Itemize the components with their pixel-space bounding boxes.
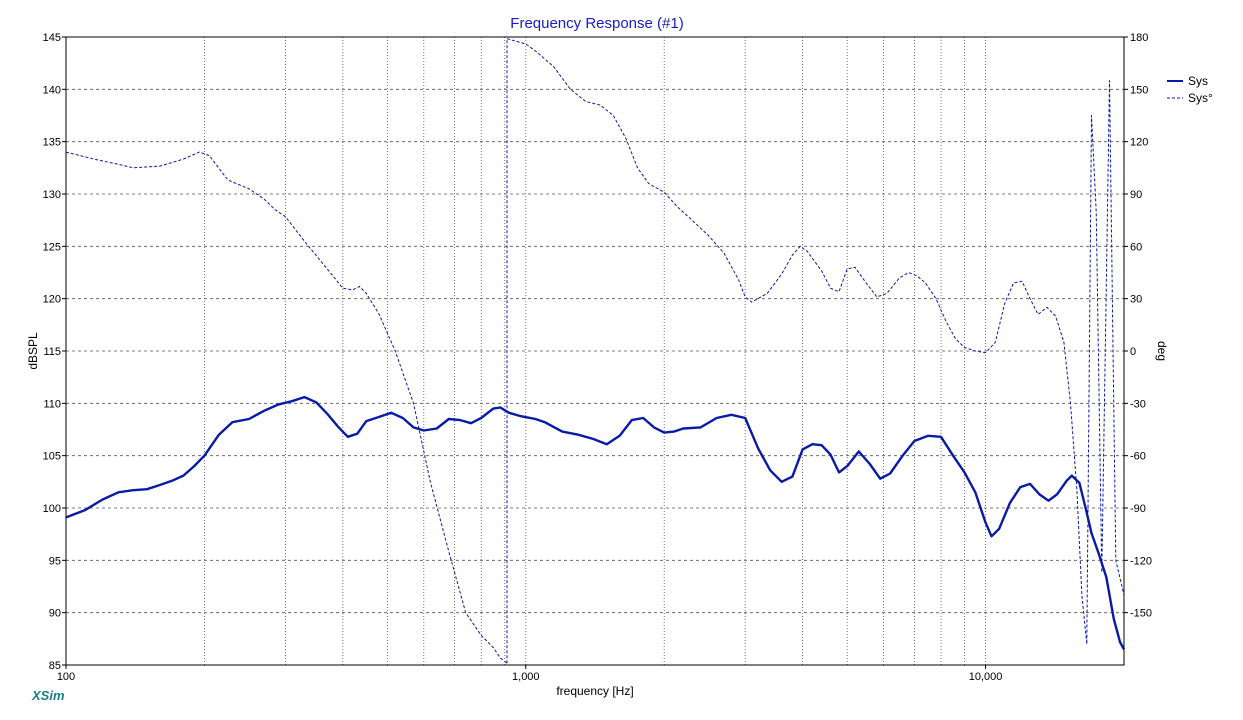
y2-tick-label: 30 <box>1130 294 1142 306</box>
y2-tick-label: -30 <box>1130 398 1146 410</box>
xsim-logo: XSim <box>31 688 65 703</box>
y-tick-label: 140 <box>43 84 61 96</box>
y2-tick-label: 150 <box>1130 84 1148 96</box>
y2-axis-label: deg <box>1155 341 1169 361</box>
series-line-sys-spl <box>65 395 1126 650</box>
x-tick-label: 100 <box>57 671 75 683</box>
axis-layer: 85 90 95 100 105 110 115 120 125 130 135 140 145 -150… <box>43 32 1152 683</box>
series-line-sys-phase <box>506 38 1125 645</box>
y-tick-label: 105 <box>43 451 61 463</box>
y2-tick-label: 90 <box>1130 189 1142 201</box>
y2-tick-label: 60 <box>1130 241 1142 253</box>
y2-tick-label: -120 <box>1130 555 1152 567</box>
y2-tick-label: 180 <box>1130 32 1148 44</box>
x-tick-label: 10,000 <box>969 671 1003 683</box>
series-layer <box>65 38 1126 664</box>
y-tick-label: 110 <box>43 398 61 410</box>
y2-tick-label: 120 <box>1130 137 1148 149</box>
y2-tick-label: 0 <box>1130 346 1136 358</box>
y-tick-label: 115 <box>43 346 61 358</box>
legend: Sys Sys° <box>1167 74 1213 105</box>
legend-label-sys: Sys <box>1188 74 1208 88</box>
y2-tick-label: -60 <box>1130 451 1146 463</box>
y-tick-label: 100 <box>43 503 61 515</box>
y2-tick-label: -90 <box>1130 503 1146 515</box>
chart-title: Frequency Response (#1) <box>510 15 683 32</box>
y-tick-label: 120 <box>43 294 61 306</box>
series-line-sys-phase <box>65 151 508 664</box>
y-tick-label: 90 <box>49 608 61 620</box>
y-tick-label: 85 <box>49 660 61 672</box>
y-tick-label: 130 <box>43 189 61 201</box>
y2-tick-label: -150 <box>1130 608 1152 620</box>
legend-label-sys-phase: Sys° <box>1188 91 1213 105</box>
y-axis-label: dBSPL <box>26 332 40 370</box>
y-tick-label: 135 <box>43 137 61 149</box>
grid-layer <box>65 36 1125 666</box>
y-tick-label: 125 <box>43 241 61 253</box>
x-axis-label: frequency [Hz] <box>556 684 633 698</box>
x-tick-label: 1,000 <box>512 671 540 683</box>
y-tick-label: 145 <box>43 32 61 44</box>
y-tick-label: 95 <box>49 555 61 567</box>
